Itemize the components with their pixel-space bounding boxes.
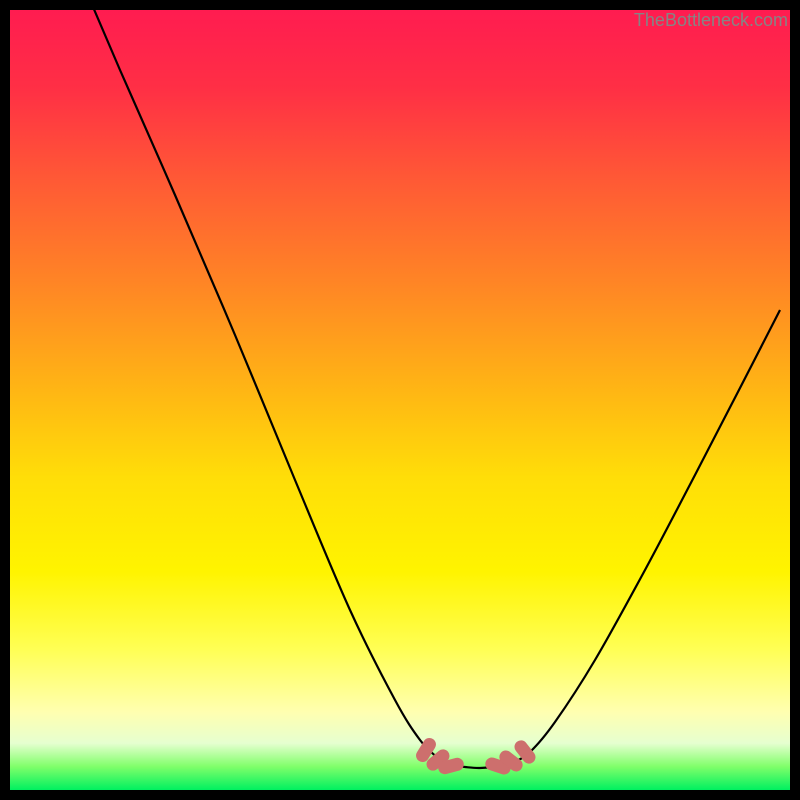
plot-area-rect [10, 10, 790, 790]
watermark-text: TheBottleneck.com [634, 10, 788, 31]
chart-svg [0, 0, 800, 800]
